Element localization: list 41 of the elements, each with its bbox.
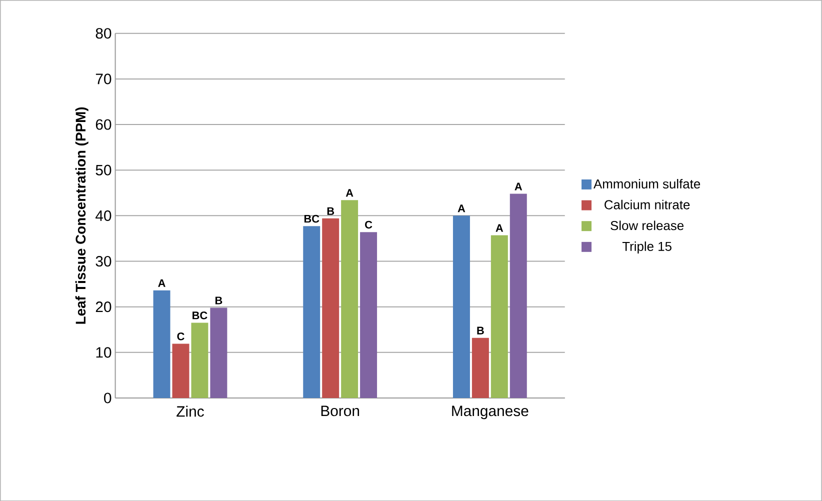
data-label: A bbox=[158, 279, 166, 287]
y-tick-label: 70 bbox=[96, 74, 112, 84]
data-label: C bbox=[177, 332, 184, 340]
y-tick-label: 0 bbox=[104, 392, 112, 404]
legend-label: Slow release bbox=[610, 220, 684, 230]
data-label: B bbox=[477, 326, 484, 334]
data-label: C bbox=[365, 220, 372, 228]
bar bbox=[322, 218, 340, 398]
bar bbox=[191, 322, 208, 398]
y-tick-label: 50 bbox=[96, 164, 112, 176]
bar bbox=[490, 235, 508, 398]
data-label: BC bbox=[304, 214, 320, 223]
bar bbox=[172, 344, 190, 398]
legend-label: Calcium nitrate bbox=[604, 200, 690, 210]
x-tick-label: Zinc bbox=[176, 406, 204, 417]
data-label: A bbox=[514, 182, 522, 190]
y-tick-label: 30 bbox=[96, 256, 112, 266]
bar bbox=[153, 290, 170, 398]
data-label: B bbox=[327, 207, 334, 215]
bar bbox=[360, 232, 378, 398]
legend-label: Ammonium sulfate bbox=[594, 178, 700, 188]
bar bbox=[303, 226, 320, 398]
bar bbox=[210, 308, 228, 398]
bar bbox=[472, 338, 489, 398]
bar bbox=[452, 216, 470, 398]
bar bbox=[510, 194, 527, 398]
bar bbox=[341, 200, 358, 398]
data-label: BC bbox=[192, 311, 208, 320]
x-tick-label: Boron bbox=[321, 406, 360, 416]
y-tick-label: 40 bbox=[96, 210, 112, 221]
y-tick-label: 10 bbox=[96, 346, 112, 358]
legend-label: Triple 15 bbox=[622, 241, 672, 254]
x-tick-label: Manganese bbox=[452, 406, 528, 419]
y-tick-label: 80 bbox=[96, 28, 112, 38]
y-tick-label: 60 bbox=[96, 119, 112, 130]
data-label: A bbox=[346, 189, 354, 197]
y-axis-title: Leaf Tissue Concentration (PPM) bbox=[75, 107, 88, 324]
data-label: A bbox=[496, 224, 504, 232]
data-label: A bbox=[458, 204, 466, 212]
data-label: B bbox=[215, 296, 222, 304]
y-tick-label: 20 bbox=[96, 301, 112, 312]
